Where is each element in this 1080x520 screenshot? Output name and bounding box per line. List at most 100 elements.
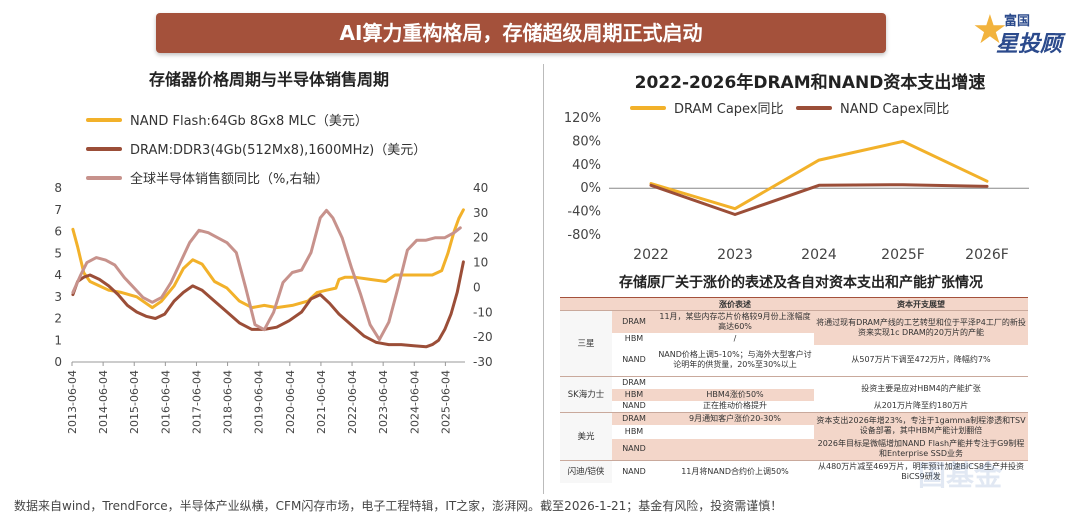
x-tick-label: 2013-06-04 (66, 370, 79, 434)
right-chart-x-tick-label: 2024 (801, 247, 837, 263)
type-micron-nand: NAND (612, 438, 656, 461)
series-line-2 (71, 208, 462, 342)
capex-micron-nand: 2026年目标是微幅增加NAND Flash产能并专注于G9制程和Enterpr… (814, 438, 1028, 461)
type-micron-hbm: HBM (612, 424, 656, 439)
legend-swatch-nand-capex (796, 105, 832, 110)
legend-dram: DRAM:DDR3(4Gb(512Mx8),1600MHz)（美元） (86, 139, 426, 158)
type-samsung-nand: NAND (612, 344, 656, 377)
left-y-tick-label: 7 (54, 203, 62, 217)
table-header-capex: 资本开支展望 (814, 297, 1028, 311)
right-y-tick-label: -20 (473, 330, 493, 344)
type-kioxia-nand: NAND (612, 460, 656, 483)
x-tick-label: 2025-06-04 (439, 370, 452, 434)
legend-label-dram: DRAM:DDR3(4Gb(512Mx8),1600MHz)（美元） (130, 143, 427, 158)
x-tick-label: 2018-06-04 (222, 370, 235, 434)
right-y-tick-label: 20 (473, 231, 488, 245)
type-sk-nand: NAND (612, 400, 656, 413)
type-sk-dram: DRAM (612, 376, 656, 389)
legend-swatch-nand (86, 117, 122, 122)
left-y-tick-label: 0 (54, 355, 62, 369)
star-icon: ★ (972, 7, 1008, 53)
capex-samsung-dram: 将通过现有DRAM产线的工艺转型和位于平泽P4工厂的新投资来实现1c DRAM的… (814, 310, 1028, 345)
right-chart-x-tick-label: 2022 (633, 247, 669, 263)
right-chart-y-tick-label: 0% (580, 181, 601, 196)
price-samsung-nand: NAND价格上调5-10%；与海外大型客户讨论明年的供货量，20%至30%以上 (656, 344, 814, 377)
watermark: 国基金 (918, 459, 1003, 492)
source-note: 数据来自wind，TrendForce，半导体产业纵横，CFM闪存市场，电子工程… (14, 499, 783, 513)
left-y-tick-label: 3 (54, 290, 62, 304)
capex-series-line-0 (649, 139, 989, 211)
table-header-price: 涨价表述 (656, 297, 814, 311)
company-sk: SK海力士 (560, 376, 612, 413)
left-y-tick-label: 8 (54, 181, 62, 195)
left-chart-title: 存储器价格周期与半导体销售周期 (148, 70, 389, 89)
legend-swatch-semi (86, 175, 122, 180)
legend-swatch-dram (86, 146, 122, 151)
legend-semi: 全球半导体销售额同比（%,右轴） (86, 168, 329, 187)
table-title: 存储原厂关于涨价的表述及各自对资本支出和产能扩张情况 (619, 275, 983, 291)
legend-label-semi: 全球半导体销售额同比（%,右轴） (130, 172, 329, 187)
company-kioxia: 闪迪/铠侠 (560, 460, 612, 483)
price-samsung-hbm: / (656, 332, 814, 345)
capex-table: 涨价表述 资本开支展望 三星 DRAM 11月，某些内存芯片价格较9月份上涨幅度… (560, 297, 1028, 483)
left-y-tick-label: 4 (54, 268, 62, 282)
x-tick-label: 2022-06-04 (346, 370, 359, 434)
x-tick-label: 2019-06-04 (253, 370, 266, 434)
type-samsung-hbm: HBM (612, 332, 656, 345)
capex-sk-nand: 从201万片降至约180万片 (814, 400, 1028, 413)
right-y-tick-label: 10 (473, 256, 488, 270)
brand-logo: ★ 富国 星投顾 (968, 4, 1078, 60)
right-chart-y-tick-label: -40% (567, 205, 601, 220)
series-line-0 (71, 208, 465, 310)
price-kioxia-nand: 11月将NAND合约价上调50% (656, 460, 814, 483)
price-samsung-dram: 11月，某些内存芯片价格较9月份上涨幅度高达60% (656, 310, 814, 333)
panel-divider (543, 64, 544, 494)
x-tick-label: 2023-06-04 (377, 370, 390, 434)
x-tick-label: 2021-06-04 (315, 370, 328, 434)
right-chart-y-tick-label: 80% (572, 134, 601, 149)
right-y-tick-label: -30 (473, 355, 493, 369)
x-tick-label: 2020-06-04 (284, 370, 297, 434)
company-samsung: 三星 (560, 310, 612, 377)
capex-series-line-1 (649, 183, 989, 216)
type-sk-hbm: HBM (612, 388, 656, 401)
left-y-tick-label: 1 (54, 333, 62, 347)
title-banner: AI算力重构格局，存储超级周期正式启动 (156, 13, 886, 53)
legend-dram-capex: DRAM Capex同比 (630, 98, 784, 117)
capex-samsung-nand: 从507万片下调至472万片，降幅约7% (814, 344, 1028, 377)
legend-nand-capex: NAND Capex同比 (796, 98, 949, 117)
price-sk-nand: 正在推动价格提升 (656, 400, 814, 413)
left-y-tick-label: 6 (54, 225, 62, 239)
capex-growth-chart: -80% -40% 0% 40% 80% 120% 2022 2023 2024 2025F 202… (564, 111, 1029, 263)
legend-label-nand: NAND Flash:64Gb 8Gx8 MLC（美元） (130, 114, 368, 129)
x-tick-label: 2014-06-04 (97, 370, 110, 434)
price-micron-dram: 9月通知客户涨价20-30% (656, 412, 814, 425)
right-chart-x-tick-label: 2023 (717, 247, 753, 263)
right-chart-x-tick-label: 2025F (881, 247, 925, 263)
logo-top-text: 富国 (1004, 14, 1031, 29)
price-sk-hbm: HBM4涨价50% (656, 388, 814, 401)
company-micron: 美光 (560, 412, 612, 461)
capex-micron-dram: 资本支出2026年增23%，专注于1gamma制程渗透和TSV设备部署，其中HB… (814, 412, 1028, 439)
table-header-company (560, 297, 612, 311)
type-micron-dram: DRAM (612, 412, 656, 425)
right-y-tick-label: -10 (473, 305, 493, 319)
legend-label-dram-capex: DRAM Capex同比 (674, 102, 784, 117)
x-tick-label: 2015-06-04 (128, 370, 141, 434)
right-chart-y-tick-label: 40% (572, 158, 601, 173)
table-header-type (612, 297, 656, 311)
right-chart-x-tick-label: 2026F (965, 247, 1009, 263)
type-samsung-dram: DRAM (612, 310, 656, 333)
legend-label-nand-capex: NAND Capex同比 (840, 102, 950, 117)
right-chart-y-tick-label: -80% (567, 228, 601, 243)
legend-swatch-dram-capex (630, 105, 666, 110)
x-tick-label: 2024-06-04 (408, 370, 421, 434)
legend-nand: NAND Flash:64Gb 8Gx8 MLC（美元） (86, 110, 368, 129)
right-y-tick-label: 30 (473, 206, 488, 220)
x-tick-label: 2016-06-04 (159, 370, 172, 434)
capex-kioxia-nand: 从480万片减至469万片，明年预计加速BiCS8生产并投资BiCS9研发 (814, 460, 1028, 483)
right-chart-y-tick-label: 120% (564, 111, 601, 126)
memory-price-cycle-chart: 0 1 2 3 4 5 6 7 8 -30 -20 -10 0 10 20 30 40 2013-06-04 201… (54, 181, 493, 434)
capex-sk-dram: 投资主要是应对HBM4的产能扩张 (814, 376, 1028, 401)
right-y-tick-label: 40 (473, 181, 488, 195)
